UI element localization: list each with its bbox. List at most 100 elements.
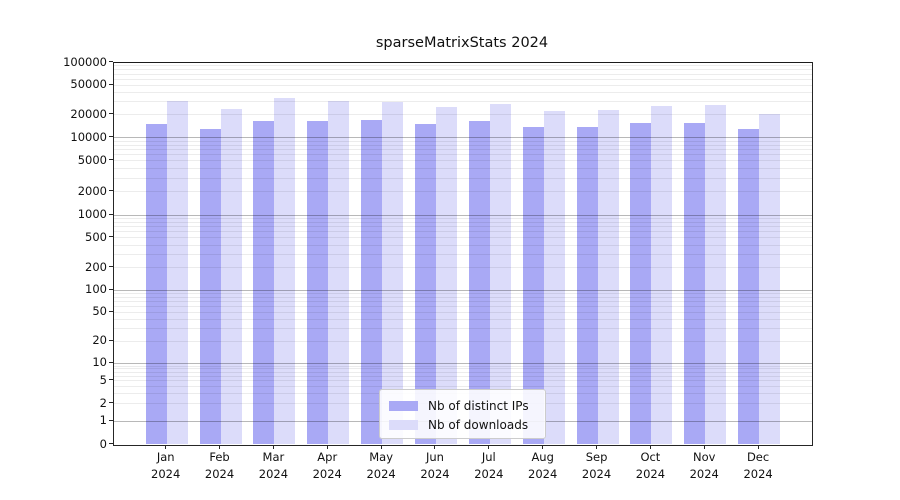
gridline-minor xyxy=(114,114,812,116)
plot-area xyxy=(113,61,813,446)
bar-downloads xyxy=(220,109,242,445)
gridline-minor xyxy=(114,385,812,387)
x-tick-mark xyxy=(165,444,167,449)
x-tick-month: Jul xyxy=(481,450,496,464)
gridline-minor xyxy=(114,371,812,373)
grid-layer xyxy=(114,62,812,445)
bar-downloads xyxy=(274,97,296,445)
gridline-minor xyxy=(114,222,812,224)
y-tick-mark xyxy=(109,266,113,268)
gridline-minor xyxy=(114,375,812,377)
bar-downloads xyxy=(435,106,457,445)
y-tick-mark xyxy=(109,419,113,421)
y-tick-mark xyxy=(109,136,113,138)
x-tick-mark xyxy=(219,444,221,449)
x-tick-mark xyxy=(380,444,382,449)
x-tick-month: Oct xyxy=(640,450,661,464)
bar-distinct-ips xyxy=(630,122,652,445)
gridline-minor xyxy=(114,301,812,303)
gridline-minor xyxy=(114,84,812,86)
bar-distinct-ips xyxy=(576,126,598,445)
legend-label-distinct-ips: Nb of distinct IPs xyxy=(428,398,529,413)
y-tick-label: 10 xyxy=(92,355,107,370)
gridline-minor xyxy=(114,293,812,295)
gridline-minor xyxy=(114,368,812,370)
x-tick-label: Feb 2024 xyxy=(190,449,250,482)
y-tick-mark xyxy=(109,361,113,363)
x-tick-mark xyxy=(757,444,759,449)
x-tick-year: 2024 xyxy=(366,466,396,481)
gridline-minor xyxy=(114,65,812,67)
bar-downloads xyxy=(166,101,188,445)
bar-downloads xyxy=(328,101,350,445)
gridline-minor xyxy=(114,69,812,71)
gridline-minor xyxy=(114,328,812,330)
gridline-minor xyxy=(114,218,812,220)
x-tick-mark xyxy=(596,444,598,449)
gridline-minor xyxy=(114,340,812,342)
gridline-minor xyxy=(114,191,812,193)
x-tick-mark xyxy=(326,444,328,449)
bar-distinct-ips xyxy=(307,121,329,445)
gridline-minor xyxy=(114,380,812,382)
bars-layer xyxy=(114,63,812,445)
y-tick-label: 10000 xyxy=(70,129,107,144)
y-tick-label: 100000 xyxy=(63,54,107,69)
legend-item-downloads: Nb of downloads xyxy=(389,416,536,433)
legend-item-distinct-ips: Nb of distinct IPs xyxy=(389,397,536,414)
bar-distinct-ips xyxy=(361,120,383,445)
gridline-minor xyxy=(114,244,812,246)
x-tick-label: Apr 2024 xyxy=(297,449,357,482)
x-tick-year: 2024 xyxy=(528,466,558,481)
gridline-major xyxy=(114,214,812,216)
bar-downloads xyxy=(705,105,727,445)
x-tick-label: Jul 2024 xyxy=(459,449,519,482)
x-tick-label: Sep 2024 xyxy=(567,449,627,482)
gridline-minor xyxy=(114,365,812,367)
x-tick-month: Jun xyxy=(425,450,444,464)
chart-title: sparseMatrixStats 2024 xyxy=(375,35,549,51)
x-tick-mark xyxy=(272,444,274,449)
legend-label-downloads: Nb of downloads xyxy=(428,417,529,432)
x-tick-label: May 2024 xyxy=(351,449,411,482)
gridline-minor xyxy=(114,318,812,320)
gridline-major xyxy=(114,362,812,364)
bar-distinct-ips xyxy=(738,129,760,445)
gridline-minor xyxy=(114,231,812,233)
x-tick-year: 2024 xyxy=(204,466,235,481)
bar-downloads xyxy=(543,110,565,445)
gridline-major xyxy=(114,137,812,139)
x-tick-label: Oct 2024 xyxy=(620,449,680,482)
bar-distinct-ips xyxy=(145,124,167,445)
x-tick-month: May xyxy=(369,450,393,464)
x-tick-month: Apr xyxy=(317,450,338,464)
y-tick-mark xyxy=(109,339,113,341)
x-tick-year: 2024 xyxy=(420,466,450,481)
gridline-minor xyxy=(114,267,812,269)
x-tick-label: Jan 2024 xyxy=(136,449,196,482)
y-tick-mark xyxy=(109,61,113,62)
x-tick-mark xyxy=(488,444,490,449)
y-tick-label: 0 xyxy=(99,436,107,451)
y-tick-mark xyxy=(109,443,113,444)
legend: Nb of distinct IPs Nb of downloads xyxy=(379,389,546,439)
y-tick-mark xyxy=(109,379,113,381)
x-tick-year: 2024 xyxy=(689,466,719,481)
y-tick-mark xyxy=(109,113,113,115)
x-tick-month: Jan xyxy=(156,450,175,464)
y-tick-label: 5000 xyxy=(77,152,107,167)
x-tick-month: Aug xyxy=(531,450,554,464)
bar-distinct-ips xyxy=(414,123,436,445)
x-tick-mark xyxy=(542,444,544,449)
y-tick-label: 100 xyxy=(85,282,107,297)
x-tick-year: 2024 xyxy=(151,466,181,481)
gridline-minor xyxy=(114,167,812,169)
x-tick-label: Aug 2024 xyxy=(513,449,573,482)
x-tick-month: Sep xyxy=(585,450,608,464)
x-tick-year: 2024 xyxy=(743,466,773,481)
bar-downloads xyxy=(759,113,781,445)
y-tick-mark xyxy=(109,402,113,404)
x-tick-label: Nov 2024 xyxy=(674,449,734,482)
x-tick-year: 2024 xyxy=(474,466,504,481)
